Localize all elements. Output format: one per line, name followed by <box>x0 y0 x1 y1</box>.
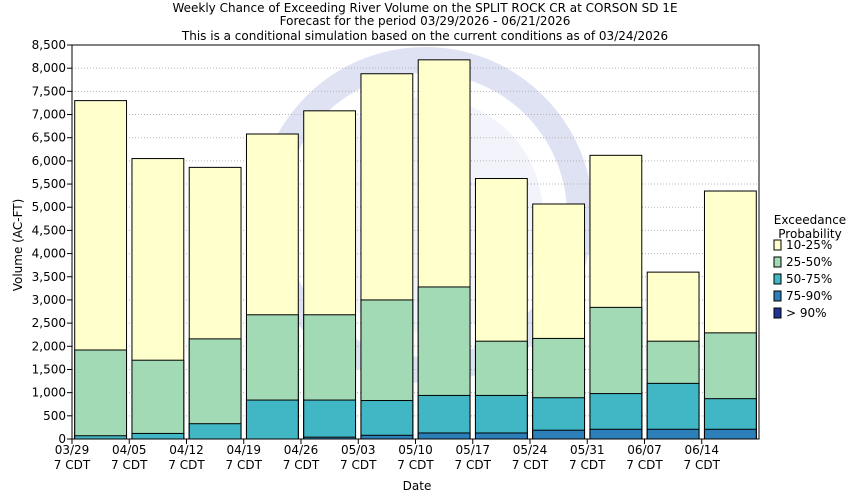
y-tick-label: 8,500 <box>32 38 66 52</box>
y-tick-label: 5,500 <box>32 177 66 191</box>
y-tick-label: 1,000 <box>32 386 66 400</box>
x-tick-label: 04/05 <box>112 443 147 457</box>
y-tick-label: 500 <box>43 409 66 423</box>
title-line-2: Forecast for the period 03/29/2026 - 06/… <box>280 14 571 28</box>
x-tick-sublabel: 7 CDT <box>397 458 434 472</box>
legend-swatch <box>773 239 782 251</box>
x-axis-label: Date <box>403 479 432 493</box>
x-tick-sublabel: 7 CDT <box>569 458 606 472</box>
title-line-1: Weekly Chance of Exceeding River Volume … <box>172 1 677 15</box>
legend-label: 10-25% <box>786 238 832 252</box>
x-tick-label: 03/29 <box>55 443 90 457</box>
x-tick-label: 05/10 <box>398 443 433 457</box>
bar-05-10-5075 <box>417 394 471 440</box>
bar-03-29-2550 <box>74 349 128 440</box>
legend-label: > 90% <box>786 306 827 320</box>
bar-05-24-7590 <box>532 429 586 440</box>
x-tick-sublabel: 7 CDT <box>340 458 377 472</box>
x-tick-sublabel: 7 CDT <box>168 458 205 472</box>
y-tick-label: 4,000 <box>32 247 66 261</box>
y-tick-label: 6,500 <box>32 131 66 145</box>
x-tick-label: 04/12 <box>169 443 204 457</box>
x-tick-label: 05/03 <box>341 443 376 457</box>
y-axis: 0 500 1,000 1,500 2,000 2,500 3,000 3,500 4,000 4… <box>32 38 72 446</box>
legend-swatch <box>773 256 782 268</box>
y-axis-label: Volume (AC-FT) <box>11 199 25 292</box>
bar-06-14-7590 <box>703 428 757 440</box>
bar-06-07-7590 <box>646 428 700 440</box>
legend-label: 25-50% <box>786 255 832 269</box>
y-tick-label: 0 <box>58 432 66 446</box>
bar-05-03-5075 <box>360 400 414 440</box>
y-tick-label: 1,500 <box>32 362 66 376</box>
bar-05-31-7590 <box>589 428 643 440</box>
y-tick-label: 2,500 <box>32 316 66 330</box>
y-tick-label: 4,500 <box>32 223 66 237</box>
chart-title: Weekly Chance of Exceeding River Volume … <box>172 1 677 43</box>
y-tick-label: 7,000 <box>32 108 66 122</box>
x-tick-sublabel: 7 CDT <box>283 458 320 472</box>
legend-label: 50-75% <box>786 272 832 286</box>
legend-label: 75-90% <box>786 289 832 303</box>
bar-04-12-2550 <box>188 338 242 440</box>
y-tick-label: 5,000 <box>32 200 66 214</box>
bar-04-12-5075 <box>188 423 242 440</box>
bars <box>74 59 757 440</box>
x-tick-sublabel: 7 CDT <box>54 458 91 472</box>
bar-05-17-5075 <box>474 394 528 440</box>
x-tick-sublabel: 7 CDT <box>626 458 663 472</box>
bar-05-03-7590 <box>360 434 414 440</box>
x-tick-label: 05/17 <box>455 443 490 457</box>
bar-05-17-7590 <box>474 432 528 440</box>
x-tick-sublabel: 7 CDT <box>512 458 549 472</box>
y-tick-label: 6,000 <box>32 154 66 168</box>
x-tick-sublabel: 7 CDT <box>684 458 721 472</box>
y-tick-label: 7,500 <box>32 84 66 98</box>
legend: Exceedance Probability 10-25% 25-50% 50-75… <box>773 213 846 320</box>
legend-swatch <box>773 273 782 285</box>
x-tick-label: 05/31 <box>570 443 605 457</box>
bar-05-10-7590 <box>417 432 471 440</box>
title-line-3: This is a conditional simulation based o… <box>181 29 668 43</box>
y-tick-label: 2,000 <box>32 339 66 353</box>
y-tick-label: 3,000 <box>32 293 66 307</box>
x-tick-label: 06/07 <box>627 443 662 457</box>
x-tick-label: 04/19 <box>226 443 261 457</box>
bar-04-05-5075 <box>131 432 185 440</box>
x-tick-sublabel: 7 CDT <box>226 458 263 472</box>
x-tick-sublabel: 7 CDT <box>111 458 148 472</box>
x-tick-label: 05/24 <box>513 443 548 457</box>
bar-04-19-5075 <box>245 399 299 440</box>
y-tick-label: 8,000 <box>32 61 66 75</box>
bar-04-05-2550 <box>131 359 185 440</box>
bar-04-26-5075 <box>303 399 357 440</box>
legend-title-line-2: Probability <box>778 227 841 241</box>
legend-title-line-1: Exceedance <box>774 213 846 227</box>
legend-swatch <box>773 307 782 319</box>
x-tick-sublabel: 7 CDT <box>455 458 492 472</box>
y-tick-label: 3,500 <box>32 270 66 284</box>
x-tick-label: 06/14 <box>684 443 719 457</box>
legend-swatch <box>773 290 782 302</box>
x-tick-label: 04/26 <box>284 443 319 457</box>
